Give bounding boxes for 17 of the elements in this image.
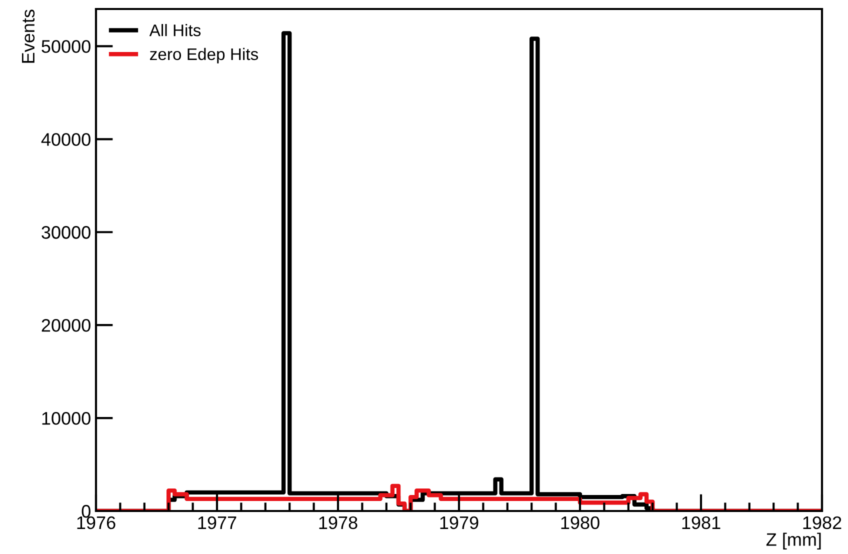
legend-label: zero Edep Hits [150, 48, 258, 64]
x-tick-label: 1979 [440, 516, 478, 530]
x-axis-title: Z [mm] [766, 532, 821, 550]
x-tick-label: 1977 [198, 516, 236, 530]
y-tick-label: 20000 [42, 319, 90, 332]
x-tick-label: 1982 [803, 516, 842, 530]
y-tick-label: 50000 [42, 40, 90, 53]
y-tick-label: 0 [82, 504, 90, 518]
x-tick-label: 1980 [561, 516, 600, 530]
legend-label: All Hits [149, 24, 201, 36]
y-axis-title: Events [22, 10, 35, 63]
x-tick-label: 1981 [682, 516, 720, 530]
y-tick-label: 10000 [42, 412, 90, 425]
y-tick-label: 30000 [42, 226, 90, 239]
x-tick-label: 1976 [77, 516, 116, 530]
x-tick-label: 1978 [319, 516, 358, 530]
y-tick-label: 40000 [41, 133, 90, 146]
